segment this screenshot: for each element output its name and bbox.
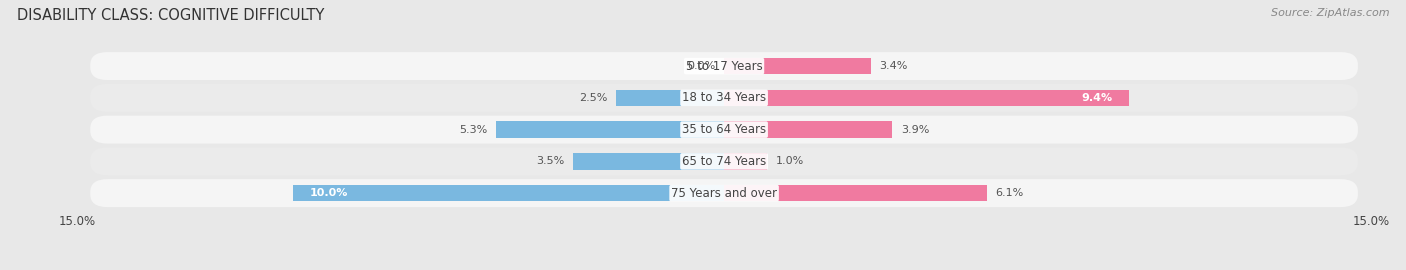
Bar [574, 153, 724, 170]
Text: 3.4%: 3.4% [879, 61, 908, 71]
Text: 65 to 74 Years: 65 to 74 Years [682, 155, 766, 168]
Bar [495, 121, 724, 138]
Text: 35 to 64 Years: 35 to 64 Years [682, 123, 766, 136]
Text: 5.3%: 5.3% [458, 124, 486, 135]
FancyBboxPatch shape [90, 179, 1358, 207]
FancyBboxPatch shape [90, 52, 1358, 80]
Bar [724, 90, 1129, 106]
Text: 0.0%: 0.0% [688, 61, 716, 71]
Text: 18 to 34 Years: 18 to 34 Years [682, 91, 766, 104]
Bar [292, 185, 724, 201]
Text: 9.4%: 9.4% [1081, 93, 1112, 103]
Text: 3.5%: 3.5% [536, 156, 565, 166]
Bar [616, 90, 724, 106]
FancyBboxPatch shape [90, 147, 1358, 175]
Text: 2.5%: 2.5% [579, 93, 607, 103]
Text: 6.1%: 6.1% [995, 188, 1024, 198]
FancyBboxPatch shape [90, 116, 1358, 144]
Text: 10.0%: 10.0% [311, 188, 349, 198]
Text: 75 Years and over: 75 Years and over [671, 187, 778, 200]
Bar [724, 153, 768, 170]
FancyBboxPatch shape [90, 84, 1358, 112]
Text: 1.0%: 1.0% [776, 156, 804, 166]
Bar [724, 121, 893, 138]
Text: 5 to 17 Years: 5 to 17 Years [686, 60, 762, 73]
Text: 3.9%: 3.9% [901, 124, 929, 135]
Text: DISABILITY CLASS: COGNITIVE DIFFICULTY: DISABILITY CLASS: COGNITIVE DIFFICULTY [17, 8, 325, 23]
Bar [724, 58, 870, 74]
Text: Source: ZipAtlas.com: Source: ZipAtlas.com [1271, 8, 1389, 18]
Legend: Male, Female: Male, Female [659, 266, 789, 270]
Bar [724, 185, 987, 201]
